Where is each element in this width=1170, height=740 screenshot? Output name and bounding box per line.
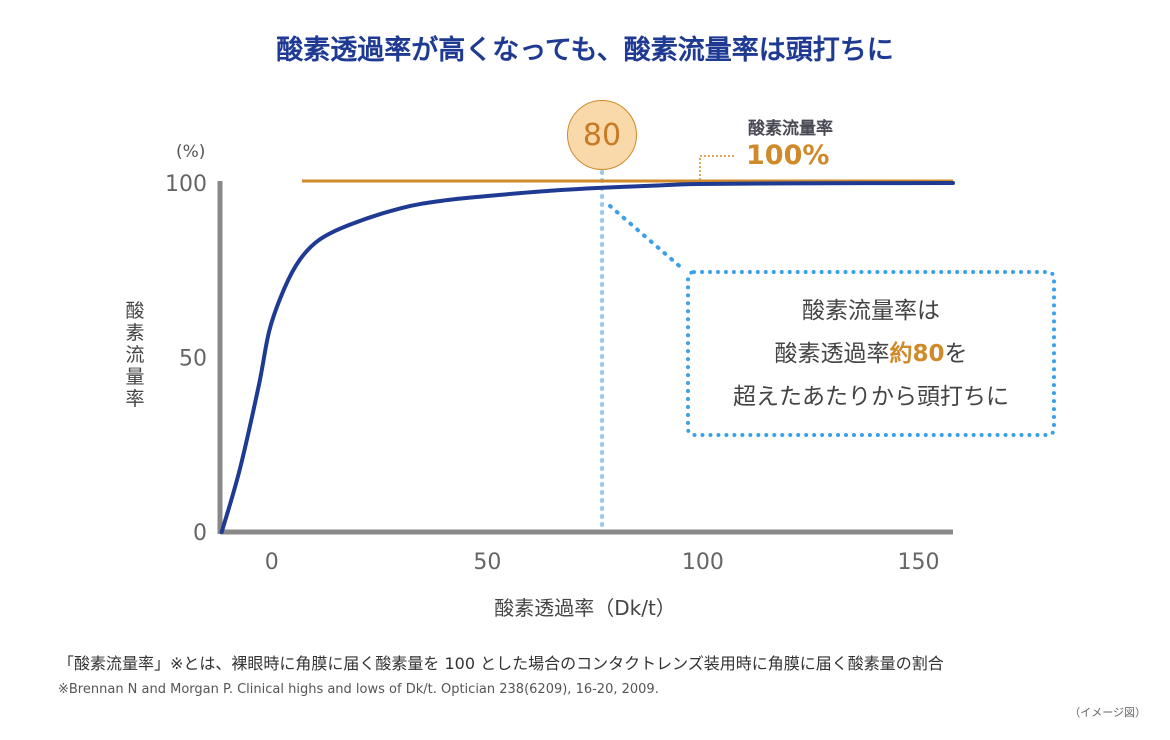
x-tick-label: 150 (898, 550, 940, 575)
annotation-line-3: 超えたあたりから頭打ちに (733, 384, 1009, 410)
annotation-highlight: 約80 (889, 341, 945, 367)
annotation-line-2: 酸素透過率約80を (690, 333, 1052, 376)
callout-connector (608, 204, 686, 272)
series-line (219, 181, 955, 534)
y-axis-label: 酸素流量率 (125, 300, 145, 410)
annotation-callout: 酸素流量率は 酸素透過率約80を 超えたあたりから頭打ちに (686, 270, 1056, 437)
reference-line-label: 酸素流量率 (748, 119, 833, 139)
y-axis-unit: (%) (176, 142, 206, 162)
annotation-line-1: 酸素流量率は (802, 298, 940, 324)
image-note: （イメージ図） (1069, 706, 1146, 719)
x-tick-label: 50 (473, 550, 501, 575)
marker-badge: 80 (567, 100, 637, 170)
y-tick-label: 100 (165, 172, 207, 197)
reference-label-leader (699, 155, 735, 180)
x-tick-label: 0 (265, 550, 279, 575)
chart-title: 酸素透過率が高くなっても、酸素流量率は頭打ちに (276, 35, 894, 66)
annotation-prefix: 酸素透過率 (774, 341, 890, 367)
y-tick-label: 0 (193, 521, 207, 546)
x-tick-label: 100 (682, 550, 724, 575)
y-tick-label: 50 (179, 347, 207, 372)
footnote-definition: 「酸素流量率」※とは、裸眼時に角膜に届く酸素量を 100 とした場合のコンタクト… (58, 654, 944, 673)
x-axis-label: 酸素透過率（Dk/t） (494, 596, 676, 620)
reference-line-value: 100% (746, 140, 830, 171)
footnote-reference: ※Brennan N and Morgan P. Clinical highs … (58, 682, 659, 697)
annotation-suffix: を (944, 341, 968, 367)
